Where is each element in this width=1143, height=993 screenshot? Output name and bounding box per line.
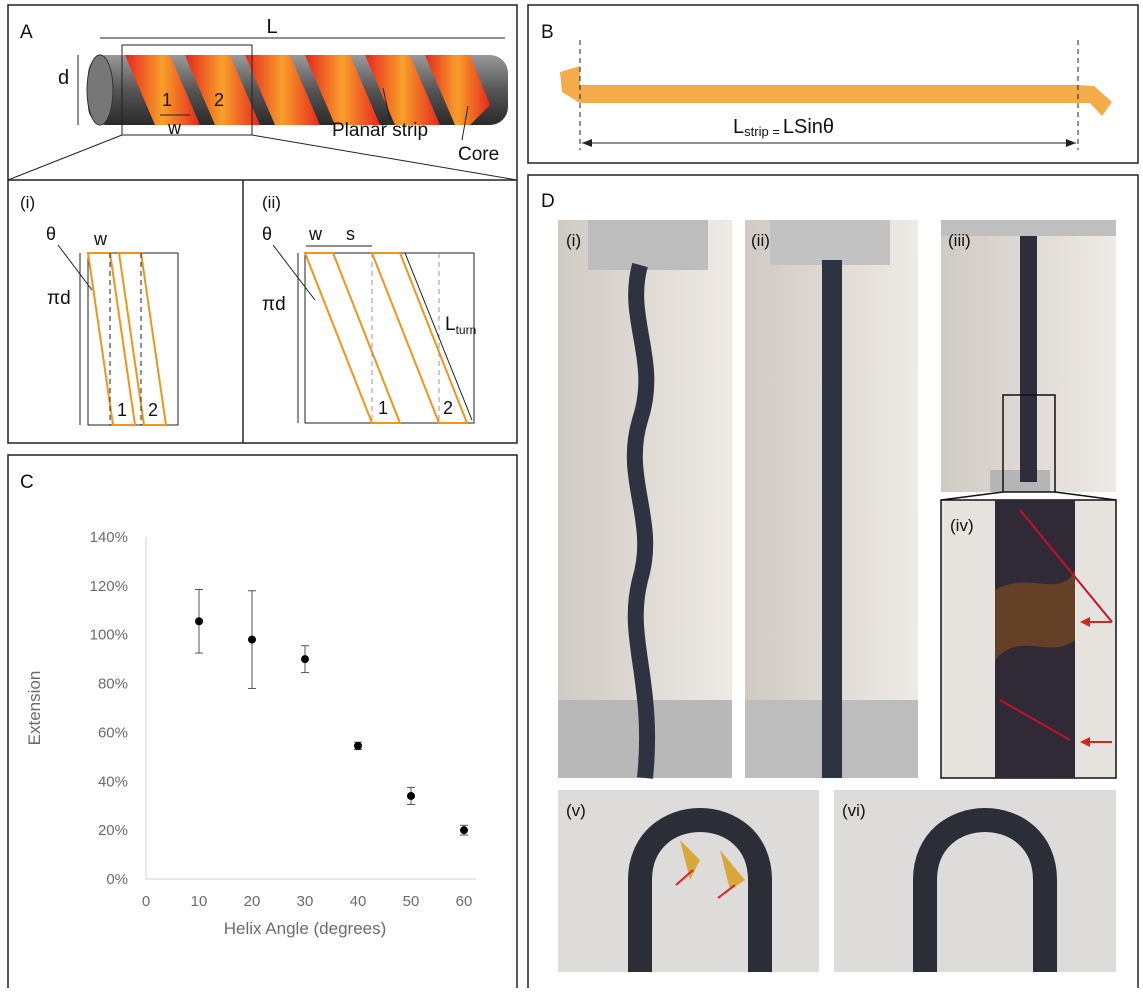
y-tick-label: 20% bbox=[98, 822, 128, 839]
turn-length-sub: turn bbox=[456, 323, 477, 337]
spacing-label: s bbox=[346, 224, 355, 244]
y-axis-title: Extension bbox=[25, 671, 44, 746]
width-label: w bbox=[308, 224, 323, 244]
turn-length-label: Lturn bbox=[445, 314, 476, 337]
width-label: w bbox=[167, 118, 182, 138]
planar-strip bbox=[560, 66, 1112, 116]
photo-label: (ii) bbox=[751, 231, 770, 250]
formula-sub: strip = bbox=[744, 124, 780, 139]
point bbox=[301, 655, 309, 663]
x-tick-label: 40 bbox=[350, 893, 367, 910]
panel-frame bbox=[528, 5, 1138, 163]
panel-a: A L d 1 2 w Planar strip Core (i) θ w πd… bbox=[8, 5, 517, 443]
photo-label: (iii) bbox=[948, 231, 971, 250]
point bbox=[460, 826, 468, 834]
photo-ii: (ii) bbox=[745, 220, 918, 778]
photo-label: (v) bbox=[566, 801, 586, 820]
photo-label: (iv) bbox=[950, 516, 974, 535]
turn-label: 1 bbox=[378, 398, 388, 418]
formula-rhs: LSinθ bbox=[783, 116, 834, 138]
strip-label: Planar strip bbox=[332, 120, 428, 141]
angle-label: θ bbox=[262, 224, 272, 244]
y-tick-label: 0% bbox=[106, 871, 128, 888]
point bbox=[248, 636, 256, 644]
panel-d: D (i) (ii) (iii) (iv) (v) (vi) bbox=[528, 175, 1138, 988]
strip-outline bbox=[88, 253, 135, 425]
cylinder-end bbox=[87, 55, 113, 125]
leader bbox=[58, 245, 92, 290]
turn-label: 2 bbox=[443, 398, 453, 418]
circumference-label: πd bbox=[47, 288, 71, 309]
x-tick-label: 0 bbox=[142, 893, 150, 910]
turn-length-main: L bbox=[445, 314, 456, 335]
y-tick-label: 120% bbox=[90, 578, 128, 595]
point bbox=[354, 742, 362, 750]
x-tick-label: 10 bbox=[191, 893, 208, 910]
x-tick-label: 60 bbox=[456, 893, 473, 910]
point bbox=[407, 792, 415, 800]
core-label: Core bbox=[458, 144, 499, 165]
sub-label: (ii) bbox=[262, 193, 281, 212]
figure: A L d 1 2 w Planar strip Core (i) θ w πd… bbox=[0, 0, 1143, 988]
turn-label: 2 bbox=[214, 90, 224, 110]
panel-label: B bbox=[541, 22, 554, 43]
zoom-line bbox=[8, 135, 122, 180]
turn-label: 1 bbox=[162, 90, 172, 110]
y-tick-label: 100% bbox=[90, 627, 128, 644]
y-tick-label: 80% bbox=[98, 676, 128, 693]
arrowhead bbox=[582, 139, 592, 147]
photo-v: (v) bbox=[558, 790, 819, 972]
panel-label: C bbox=[20, 472, 34, 493]
circumference-label: πd bbox=[262, 294, 286, 315]
angle-label: θ bbox=[46, 224, 56, 244]
diameter-label: d bbox=[58, 67, 69, 89]
panel-c: C Extension Helix Angle (degrees) 0% 20% 4… bbox=[8, 455, 517, 988]
photo-label: (i) bbox=[566, 231, 581, 250]
x-axis-title: Helix Angle (degrees) bbox=[224, 919, 387, 938]
y-tick-label: 40% bbox=[98, 773, 128, 790]
width-label: w bbox=[93, 229, 108, 249]
photo-label: (vi) bbox=[842, 801, 866, 820]
photo-iii: (iii) bbox=[941, 220, 1116, 500]
formula-base: L bbox=[733, 116, 744, 138]
panel-label: D bbox=[541, 191, 555, 212]
x-tick-label: 30 bbox=[297, 893, 314, 910]
photo-vi: (vi) bbox=[834, 790, 1116, 972]
x-tick-label: 50 bbox=[403, 893, 420, 910]
y-tick-label: 60% bbox=[98, 724, 128, 741]
point bbox=[195, 617, 203, 625]
turn-label: 1 bbox=[117, 400, 127, 420]
panel-b: B Lstrip =LSinθ bbox=[528, 5, 1138, 163]
arrowhead bbox=[1066, 139, 1076, 147]
x-tick-label: 20 bbox=[244, 893, 261, 910]
y-tick-label: 140% bbox=[90, 529, 128, 546]
panel-label: A bbox=[20, 22, 33, 43]
sub-label: (i) bbox=[20, 193, 35, 212]
formula: Lstrip =LSinθ bbox=[733, 116, 834, 139]
turn-label: 2 bbox=[148, 400, 158, 420]
photo-iv: (iv) bbox=[941, 500, 1116, 778]
panel-frame bbox=[8, 455, 517, 988]
photo-i: (i) bbox=[558, 220, 732, 778]
length-label: L bbox=[266, 16, 277, 38]
